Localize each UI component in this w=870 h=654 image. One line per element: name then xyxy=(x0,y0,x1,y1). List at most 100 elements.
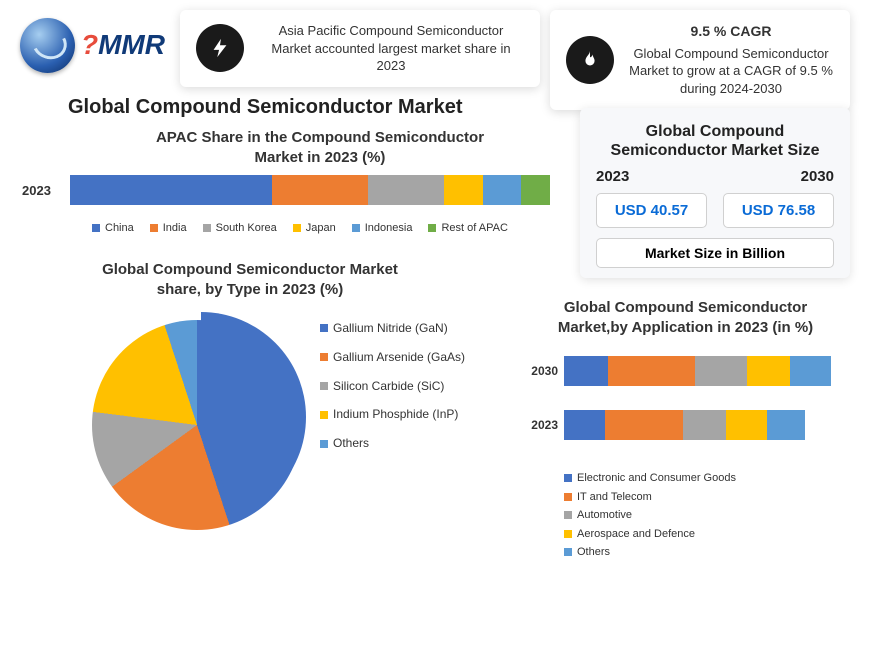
legend-swatch xyxy=(320,324,328,332)
globe-icon xyxy=(20,18,75,73)
legend-swatch xyxy=(564,511,572,519)
app-seg xyxy=(605,410,683,440)
info-card-cagr-body: 9.5 % CAGR Global Compound Semiconductor… xyxy=(628,22,834,98)
legend-item: Others xyxy=(564,544,736,561)
legend-swatch xyxy=(564,493,572,501)
bolt-icon xyxy=(196,24,244,72)
size-card: Global Compound Semiconductor Market Siz… xyxy=(580,108,850,278)
app-seg xyxy=(790,356,831,386)
legend-swatch xyxy=(564,530,572,538)
legend-item: Aerospace and Defence xyxy=(564,526,736,543)
app-seg xyxy=(564,356,608,386)
legend-label: Gallium Nitride (GaN) xyxy=(333,320,448,337)
legend-swatch xyxy=(564,548,572,556)
legend-item: Gallium Nitride (GaN) xyxy=(320,320,465,337)
legend-swatch xyxy=(320,382,328,390)
app-seg xyxy=(695,356,747,386)
legend-label: Japan xyxy=(306,222,336,234)
apac-seg xyxy=(444,175,482,205)
legend-item: Electronic and Consumer Goods xyxy=(564,470,736,487)
size-values: USD 40.57 USD 76.58 xyxy=(596,193,834,228)
legend-swatch xyxy=(203,224,211,232)
app-seg xyxy=(767,410,805,440)
legend-label: South Korea xyxy=(216,222,277,234)
legend-label: Aerospace and Defence xyxy=(577,526,695,543)
legend-swatch xyxy=(428,224,436,232)
pie-chart xyxy=(92,320,302,530)
info-card-cagr: 9.5 % CAGR Global Compound Semiconductor… xyxy=(550,10,850,110)
legend-swatch xyxy=(564,474,572,482)
app-seg xyxy=(747,356,791,386)
app-row: 2023 xyxy=(522,410,842,440)
legend-item: Indium Phosphide (InP) xyxy=(320,406,465,423)
size-year-1: 2023 xyxy=(596,168,629,185)
legend-swatch xyxy=(320,411,328,419)
legend-swatch xyxy=(352,224,360,232)
apac-legend: China India South Korea Japan Indonesia Rest … xyxy=(92,222,508,234)
app-seg xyxy=(608,356,695,386)
size-val-2: USD 76.58 xyxy=(723,193,834,228)
apac-seg xyxy=(70,175,272,205)
legend-swatch xyxy=(293,224,301,232)
legend-item: Japan xyxy=(293,222,336,234)
legend-item: Silicon Carbide (SiC) xyxy=(320,378,465,395)
apac-seg xyxy=(483,175,521,205)
legend-label: Others xyxy=(577,544,610,561)
logo: ?MMR xyxy=(15,10,170,80)
app-stacked-bar xyxy=(564,410,842,440)
legend-swatch xyxy=(150,224,158,232)
legend-item: Others xyxy=(320,435,465,452)
app-seg xyxy=(683,410,727,440)
app-stacked-bar xyxy=(564,356,842,386)
legend-label: Rest of APAC xyxy=(441,222,507,234)
app-row-label: 2023 xyxy=(522,418,564,432)
app-seg xyxy=(564,410,605,440)
legend-item: Indonesia xyxy=(352,222,413,234)
app-seg xyxy=(726,410,767,440)
main-title: Global Compound Semiconductor Market xyxy=(68,96,462,119)
info-card-apac-text: Asia Pacific Compound Semiconductor Mark… xyxy=(258,22,524,75)
legend-item: South Korea xyxy=(203,222,277,234)
legend-item: Gallium Arsenide (GaAs) xyxy=(320,349,465,366)
legend-label: Gallium Arsenide (GaAs) xyxy=(333,349,465,366)
pie-chart-title: Global Compound Semiconductor Market sha… xyxy=(100,260,400,299)
legend-swatch xyxy=(320,440,328,448)
legend-label: India xyxy=(163,222,187,234)
legend-label: Electronic and Consumer Goods xyxy=(577,470,736,487)
legend-label: Others xyxy=(333,435,369,452)
app-row-label: 2030 xyxy=(522,364,564,378)
legend-item: Rest of APAC xyxy=(428,222,507,234)
legend-swatch xyxy=(320,353,328,361)
legend-label: Indonesia xyxy=(365,222,413,234)
apac-seg xyxy=(272,175,368,205)
legend-item: IT and Telecom xyxy=(564,489,736,506)
legend-item: Automotive xyxy=(564,507,736,524)
app-legend: Electronic and Consumer Goods IT and Tele… xyxy=(564,470,736,563)
cagr-text: Global Compound Semiconductor Market to … xyxy=(628,45,834,98)
legend-item: India xyxy=(150,222,187,234)
legend-label: IT and Telecom xyxy=(577,489,652,506)
pie-legend: Gallium Nitride (GaN) Gallium Arsenide (G… xyxy=(320,320,465,464)
apac-seg xyxy=(368,175,445,205)
size-years: 2023 2030 xyxy=(596,168,834,185)
size-val-1: USD 40.57 xyxy=(596,193,707,228)
legend-label: Indium Phosphide (InP) xyxy=(333,406,458,423)
flame-icon xyxy=(566,36,614,84)
legend-label: China xyxy=(105,222,134,234)
app-chart: 2030 2023 xyxy=(522,356,842,464)
legend-item: China xyxy=(92,222,134,234)
apac-y-label: 2023 xyxy=(22,183,51,198)
apac-chart-title: APAC Share in the Compound Semiconductor… xyxy=(140,128,500,167)
size-foot: Market Size in Billion xyxy=(596,238,834,268)
legend-label: Silicon Carbide (SiC) xyxy=(333,378,444,395)
app-chart-title: Global Compound Semiconductor Market,by … xyxy=(538,298,833,337)
apac-seg xyxy=(521,175,550,205)
apac-stacked-bar xyxy=(70,175,550,205)
size-year-2: 2030 xyxy=(801,168,834,185)
size-title: Global Compound Semiconductor Market Siz… xyxy=(596,122,834,160)
cagr-head: 9.5 % CAGR xyxy=(628,22,834,41)
info-card-apac: Asia Pacific Compound Semiconductor Mark… xyxy=(180,10,540,87)
logo-text: ?MMR xyxy=(81,29,165,61)
app-row: 2030 xyxy=(522,356,842,386)
legend-swatch xyxy=(92,224,100,232)
